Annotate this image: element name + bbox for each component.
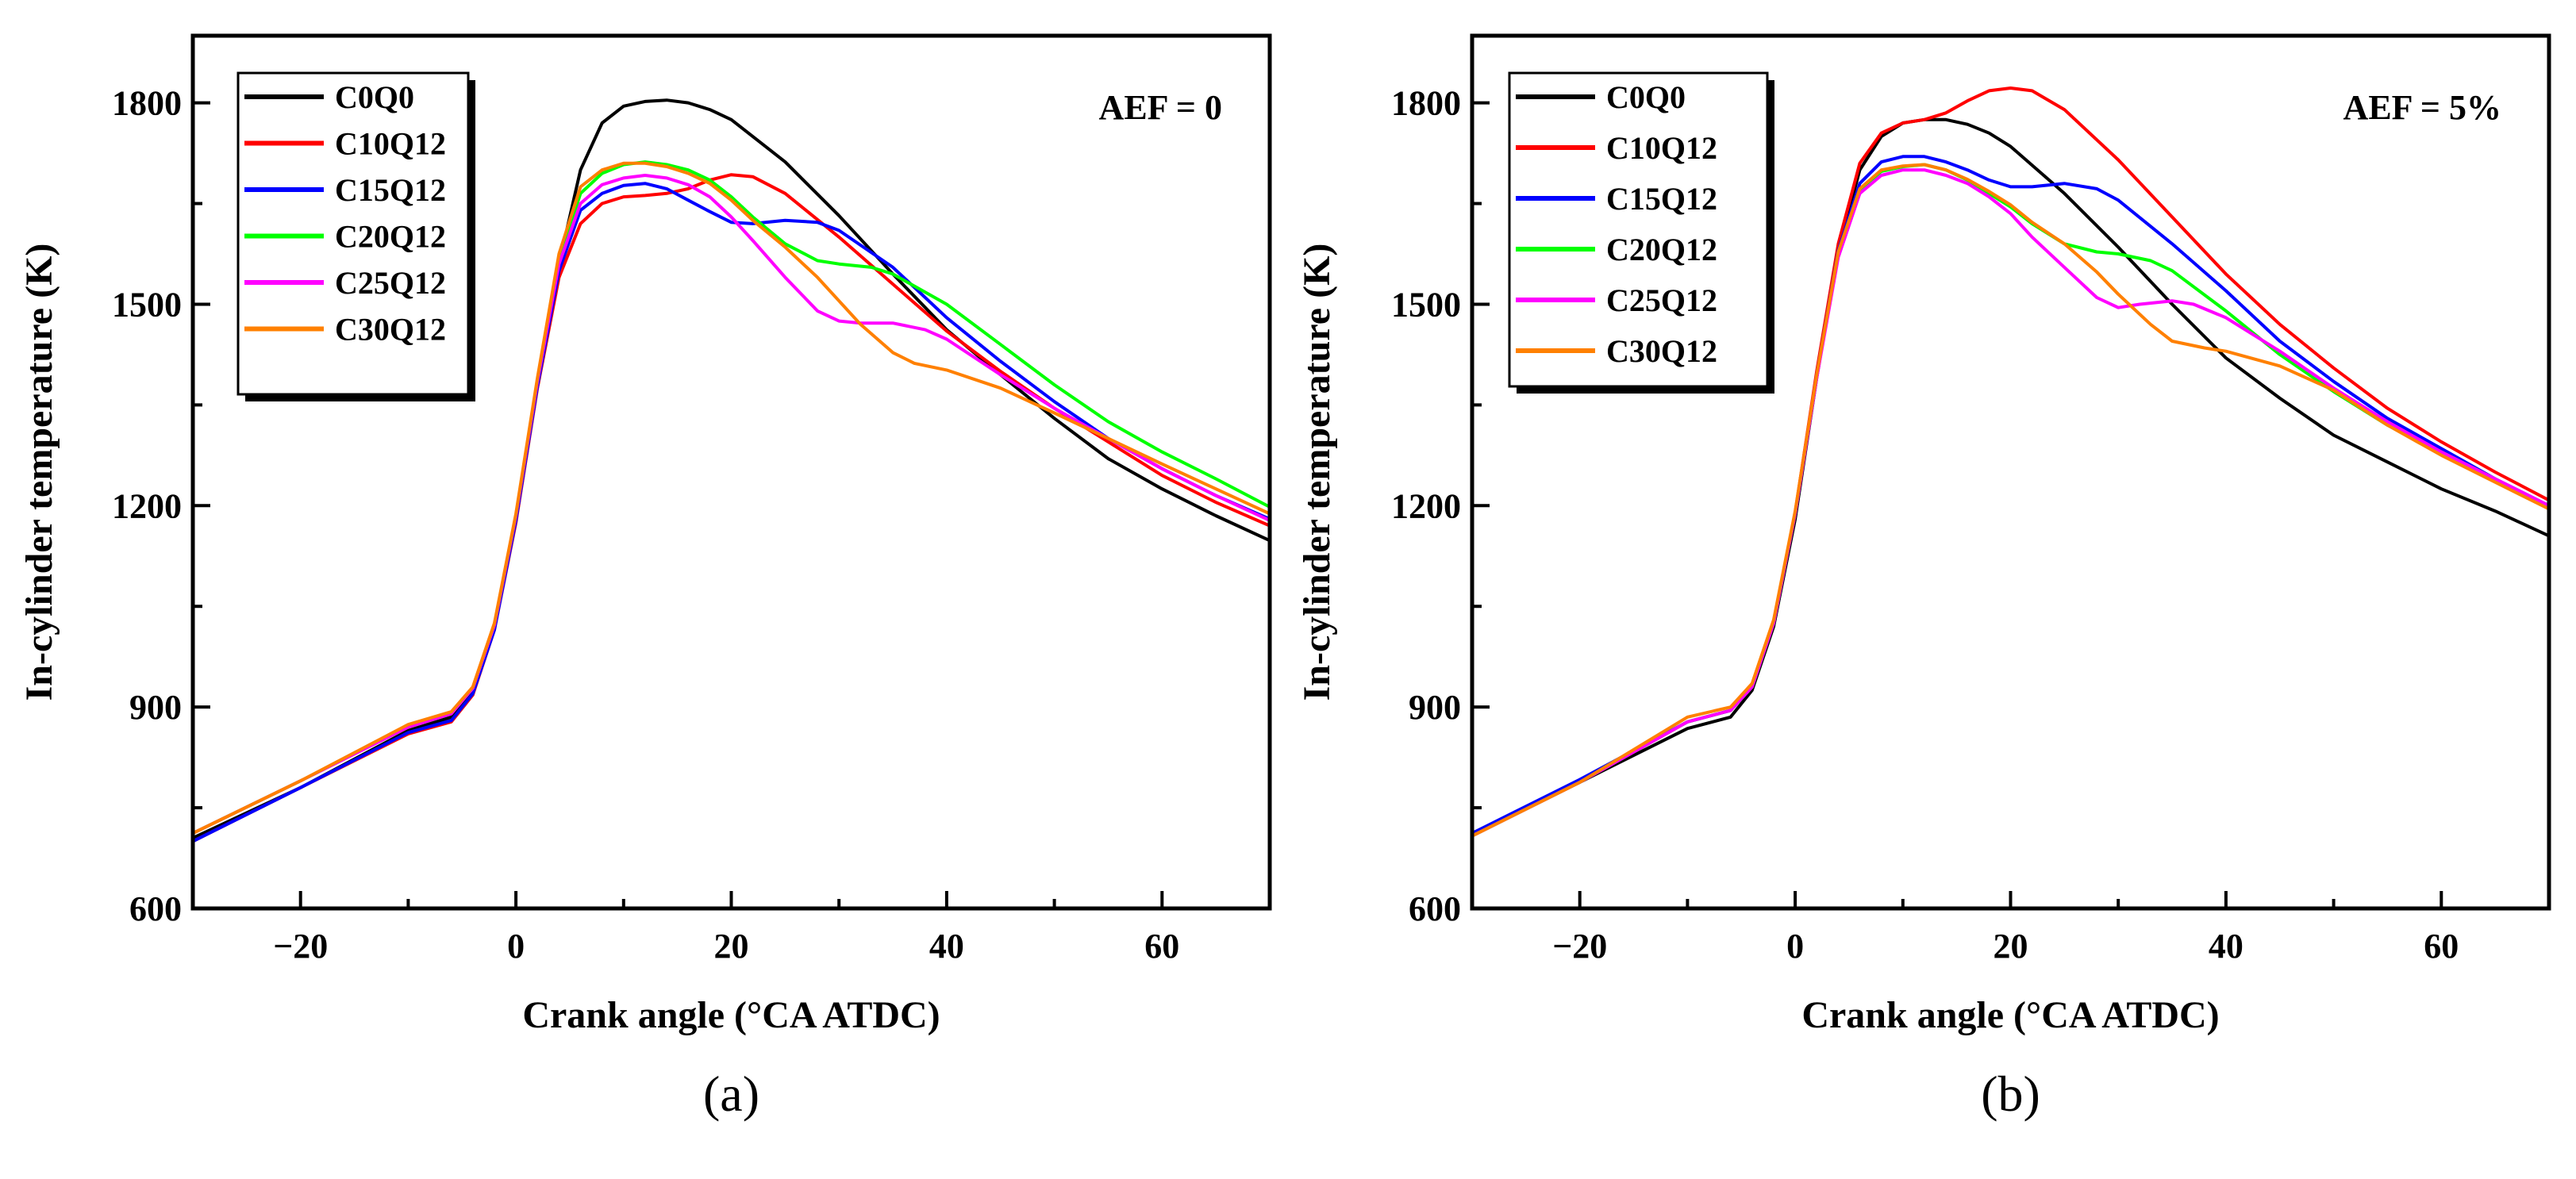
panel-label: (b) [1981,1066,2040,1122]
legend-label: C0Q0 [335,79,414,115]
legend-label: C30Q12 [335,312,446,348]
legend-label: C20Q12 [335,219,446,255]
x-tick-label: 40 [929,927,964,966]
x-axis-title: Crank angle (°CA ATDC) [1801,994,2219,1036]
x-tick-label: 60 [2424,927,2459,966]
series-line-c30q12 [193,161,1270,835]
x-tick-label: 0 [1786,927,1804,966]
y-axis-title: In-cylinder temperature (K) [1296,244,1338,701]
y-tick-label: 1800 [1391,84,1461,123]
x-tick-label: 60 [1144,927,1179,966]
y-tick-label: 1500 [1391,285,1461,324]
legend-label: C20Q12 [1606,232,1717,267]
y-tick-label: 1500 [112,285,182,324]
legend-label: C10Q12 [335,126,446,162]
legend-label: C15Q12 [1606,181,1717,217]
annotation-label: AEF = 0 [1099,88,1222,127]
legend-label: C25Q12 [335,265,446,301]
y-tick-label: 900 [129,688,182,727]
legend-label: C25Q12 [1606,282,1717,318]
x-tick-label: 20 [1994,927,2028,966]
series-lines [193,98,1270,843]
y-tick-label: 1800 [112,84,182,123]
legend-label: C15Q12 [335,172,446,208]
series-line-c30q12 [1472,163,2549,838]
x-tick-label: 0 [507,927,525,966]
chart-panel-a: −20 0 20 40 60 600 900 1200 1500 1800 Crank angle … [18,33,1272,1122]
x-tick-label: 40 [2209,927,2243,966]
x-tick-label: 20 [714,927,749,966]
y-tick-label: 600 [129,889,182,928]
legend-label: C0Q0 [1606,79,1686,115]
legend-label: C30Q12 [1606,333,1717,369]
panel-label: (a) [703,1066,759,1122]
legend-label: C10Q12 [1606,130,1717,166]
x-tick-label: −20 [1552,927,1607,966]
series-lines [1472,86,2549,838]
y-tick-label: 900 [1409,688,1461,727]
legend-box [1508,71,1769,388]
y-tick-label: 1200 [112,486,182,525]
chart-panel-b: −20 0 20 40 60 600 900 1200 1500 1800 Crank angle … [1296,33,2551,1122]
x-axis-title: Crank angle (°CA ATDC) [522,994,940,1036]
y-tick-label: 1200 [1391,486,1461,525]
legend: C0Q0 C10Q12 C15Q12 C20Q12 C25Q12 C30Q12 [236,71,475,401]
legend: C0Q0 C10Q12 C15Q12 C20Q12 C25Q12 C30Q12 [1508,71,1774,394]
y-tick-label: 600 [1409,889,1461,928]
annotation-label: AEF = 5% [2343,88,2501,127]
y-axis-title: In-cylinder temperature (K) [18,244,60,701]
x-tick-label: −20 [273,927,328,966]
